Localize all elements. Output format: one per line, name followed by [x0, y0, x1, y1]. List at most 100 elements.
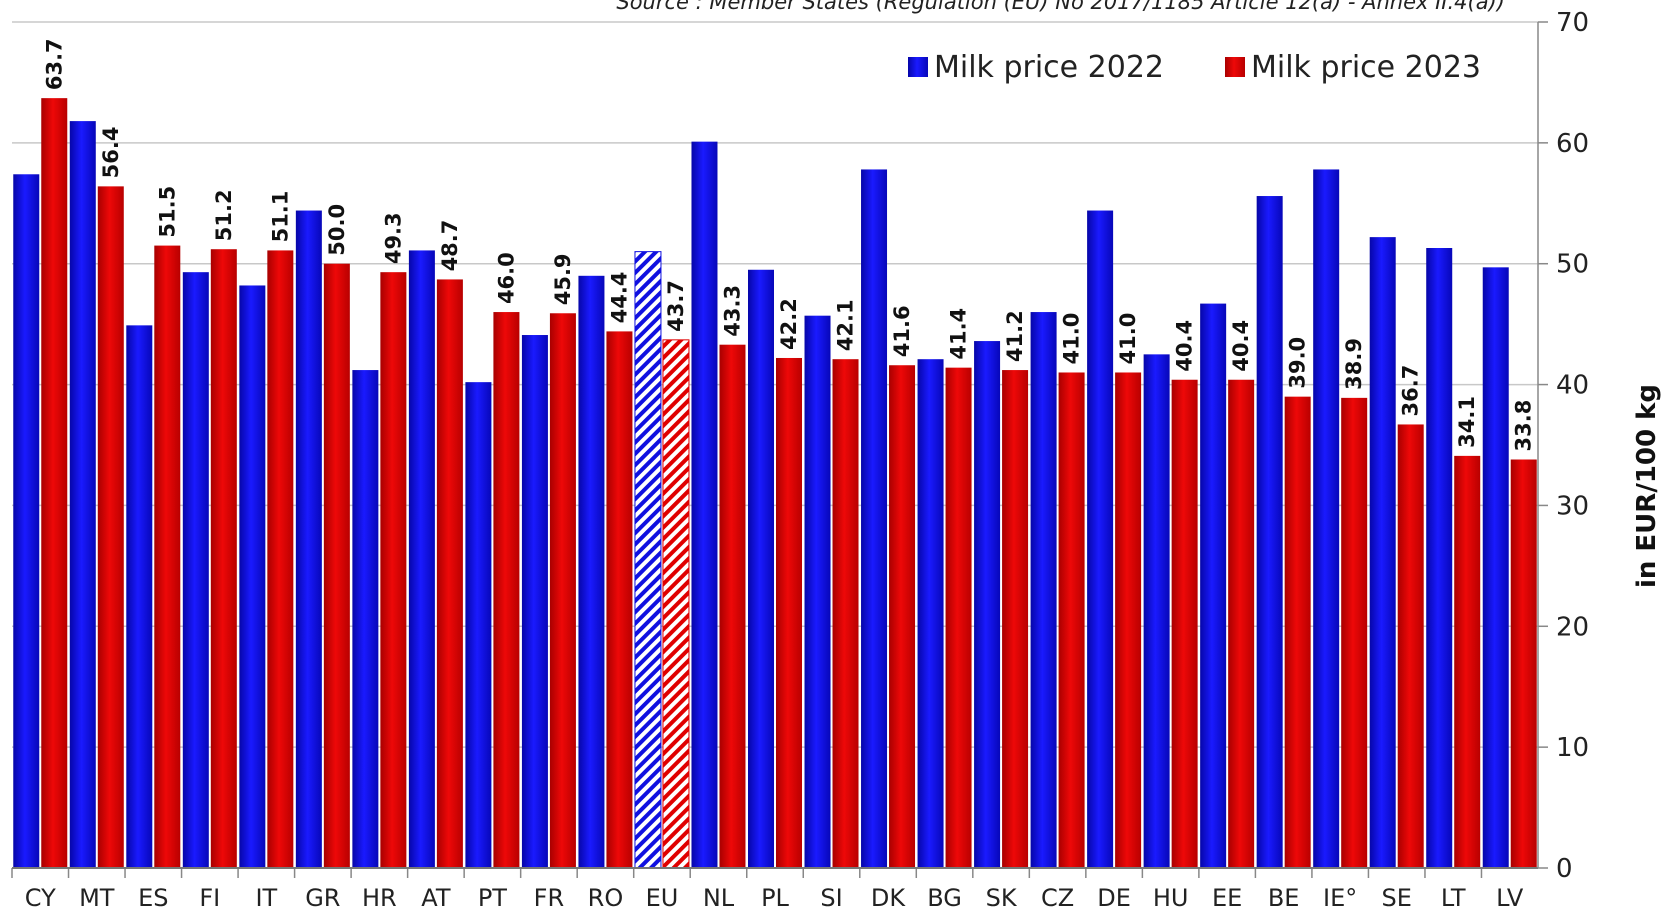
legend-label-2022: Milk price 2022	[934, 50, 1164, 85]
bar-2023-EU	[662, 339, 690, 869]
data-label-2023-HR: 49.3	[381, 212, 405, 264]
data-label-2023-GR: 50.0	[325, 204, 349, 256]
x-tick-label-PT: PT	[478, 884, 507, 912]
y-tick-label: 60	[1556, 129, 1589, 159]
data-label-2023-RO: 44.4	[607, 272, 631, 324]
data-label-2023-DE: 41.0	[1116, 313, 1140, 365]
x-tick-label-IE°: IE°	[1323, 884, 1357, 912]
y-tick-label: 30	[1556, 491, 1589, 521]
legend-swatch-2022	[908, 57, 928, 77]
bar-2023-IT	[267, 250, 294, 869]
x-tick-label-SI: SI	[820, 884, 842, 912]
x-tick-label-GR: GR	[305, 884, 340, 912]
bar-2023-CY	[41, 98, 68, 868]
data-label-2023-HU: 40.4	[1173, 320, 1197, 372]
data-label-2023-LT: 34.1	[1455, 396, 1479, 448]
bar-2023-AT	[436, 279, 463, 868]
bar-2022-MT	[69, 121, 96, 869]
bar-2023-MT	[97, 186, 124, 868]
bar-2022-DK	[861, 169, 888, 869]
x-tick-label-AT: AT	[421, 884, 451, 912]
bar-2023-FR	[549, 313, 576, 868]
data-label-2023-LV: 33.8	[1512, 400, 1536, 452]
data-label-2023-SI: 42.1	[834, 299, 858, 351]
bar-2022-PT	[465, 382, 492, 868]
bar-2023-DE	[1115, 372, 1142, 868]
data-label-2023-ES: 51.5	[155, 186, 179, 238]
x-tick-label-EU: EU	[646, 884, 679, 912]
x-tick-label-DK: DK	[871, 884, 906, 912]
x-tick-label-PL: PL	[761, 884, 789, 912]
data-labels: 63.7 56.4 51.5 51.2 51.1 50.0 49.3 48.7 46.0 45.9…	[42, 38, 1535, 451]
bar-2022-SK	[974, 341, 1001, 868]
bar-2023-EE	[1228, 379, 1255, 868]
bar-2022-EE	[1200, 303, 1227, 868]
legend-label-2023: Milk price 2023	[1251, 50, 1481, 85]
bar-2022-NL	[691, 141, 718, 869]
data-label-2023-AT: 48.7	[438, 220, 462, 272]
data-label-2023-BE: 39.0	[1286, 337, 1310, 389]
bar-2022-CY	[13, 174, 40, 868]
bar-2023-BG	[945, 367, 972, 868]
x-tick-label-ES: ES	[138, 884, 168, 912]
x-tick-label-BE: BE	[1268, 884, 1300, 912]
bars	[13, 98, 1537, 869]
bar-2022-ES	[126, 325, 153, 868]
bar-2023-BE	[1284, 396, 1311, 868]
bar-2022-CZ	[1030, 312, 1057, 868]
y-axis: 0 10 20 30 40 50 60 70	[1537, 8, 1589, 884]
bar-2022-HU	[1143, 354, 1170, 868]
bar-2022-BE	[1256, 196, 1283, 868]
y-axis-title: in EUR/100 kg	[1632, 384, 1662, 588]
x-tick-label-MT: MT	[79, 884, 115, 912]
bar-2022-EU	[634, 251, 662, 869]
bar-2023-IE°	[1341, 397, 1368, 868]
data-label-2023-EU: 43.7	[664, 280, 688, 332]
x-tick-label-CZ: CZ	[1041, 884, 1074, 912]
bar-2023-PL	[776, 357, 802, 868]
x-tick-label-EE: EE	[1212, 884, 1242, 912]
data-label-2023-IE°: 38.9	[1342, 338, 1366, 390]
bar-2023-SE	[1397, 424, 1424, 868]
x-tick-label-DE: DE	[1097, 884, 1131, 912]
bar-2023-NL	[719, 344, 746, 868]
x-tick-label-LV: LV	[1496, 884, 1524, 912]
bar-2022-PL	[748, 269, 774, 868]
bar-2022-LT	[1426, 248, 1453, 868]
bar-2022-AT	[408, 250, 435, 869]
x-tick-label-LT: LT	[1441, 884, 1466, 912]
data-label-2023-CY: 63.7	[42, 38, 66, 90]
bar-2022-HR	[352, 370, 379, 868]
x-tick-label-NL: NL	[703, 884, 735, 912]
x-axis: CY MT ES FI IT GR HR AT PT FR RO EU NL PL SI DK BG SK CZ DE…	[11, 867, 1538, 912]
bar-2022-SI	[804, 315, 831, 868]
bar-2023-FI	[210, 249, 237, 868]
y-tick-label: 10	[1556, 733, 1589, 763]
bar-2023-CZ	[1058, 372, 1085, 868]
data-label-2023-DK: 41.6	[890, 305, 914, 357]
data-label-2023-EE: 40.4	[1229, 320, 1253, 372]
bar-2023-SK	[1002, 370, 1029, 868]
data-label-2023-BG: 41.4	[947, 308, 971, 360]
y-tick-label: 0	[1556, 854, 1573, 884]
x-tick-label-HR: HR	[362, 884, 397, 912]
data-label-2023-SE: 36.7	[1399, 365, 1423, 417]
x-tick-label-FI: FI	[199, 884, 220, 912]
bar-2023-SI	[832, 359, 859, 868]
bar-2023-DK	[889, 365, 916, 868]
x-tick-label-FR: FR	[534, 884, 564, 912]
bar-2022-IE°	[1313, 169, 1340, 869]
bar-2022-RO	[578, 275, 605, 868]
bar-2023-HU	[1171, 379, 1198, 868]
bar-2023-ES	[154, 245, 181, 869]
bar-2022-FR	[521, 335, 548, 868]
data-label-2023-PL: 42.2	[777, 298, 801, 350]
bar-2023-GR	[323, 263, 350, 868]
data-label-2023-IT: 51.1	[268, 191, 292, 243]
bar-2022-DE	[1087, 210, 1114, 869]
bar-2023-RO	[606, 331, 633, 868]
data-label-2023-SK: 41.2	[1003, 310, 1027, 362]
x-tick-label-CY: CY	[25, 884, 56, 912]
data-label-2023-PT: 46.0	[494, 252, 518, 304]
